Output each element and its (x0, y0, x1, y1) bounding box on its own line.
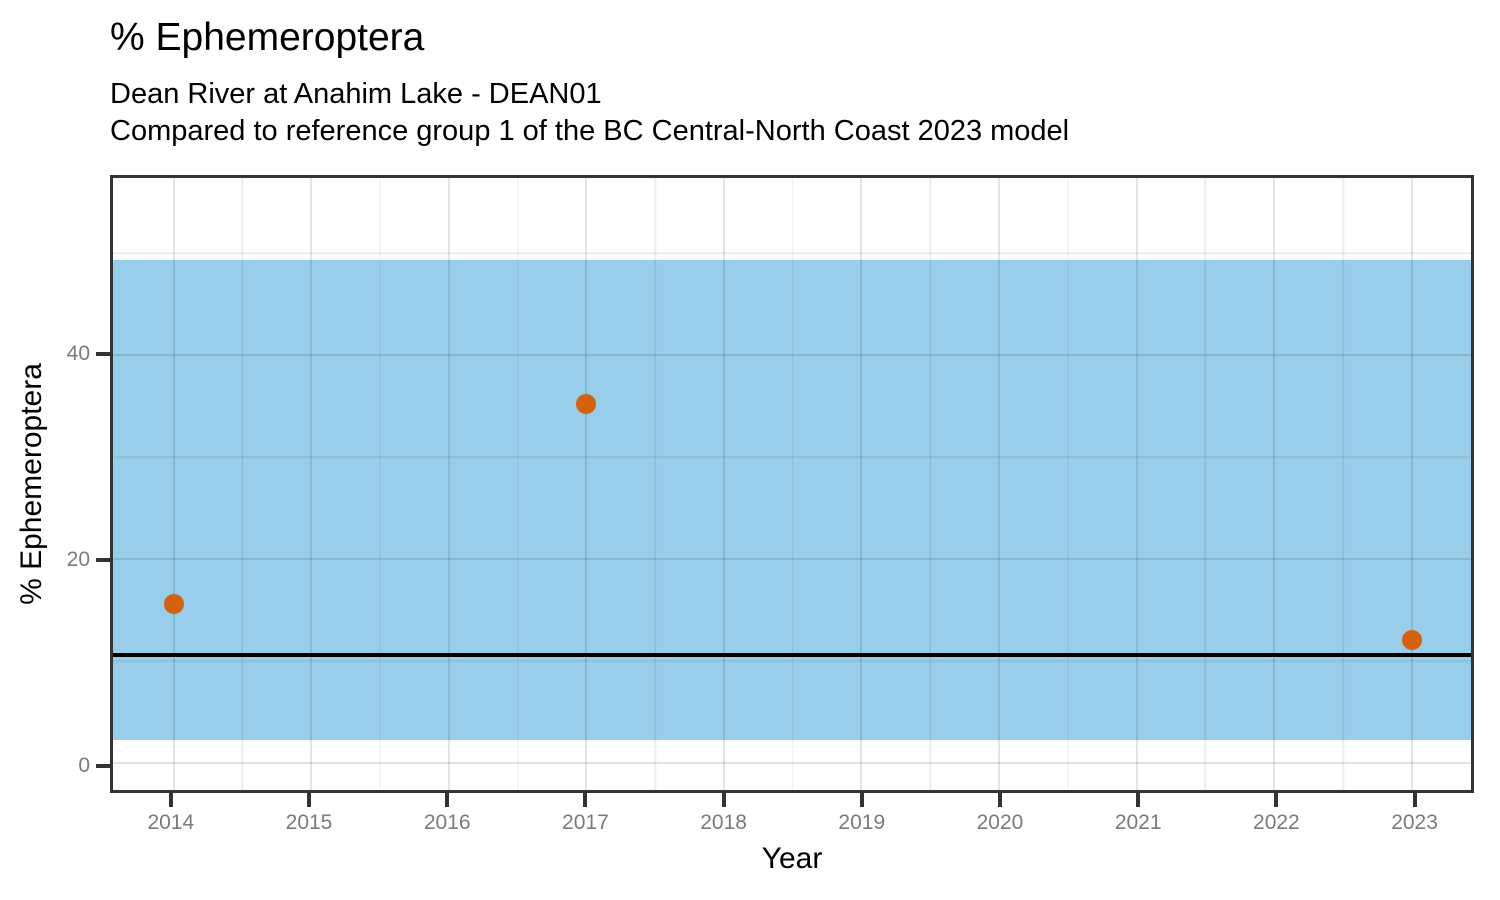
gridline-x-minor (654, 178, 656, 790)
x-axis-tick (859, 793, 864, 807)
gridline-x-major (1135, 178, 1138, 790)
x-tick-label: 2018 (700, 811, 747, 834)
gridline-x-minor (1342, 178, 1344, 790)
y-tick-label: 40 (66, 342, 90, 366)
x-tick-label: 2023 (1391, 811, 1438, 834)
gridline-x-minor (241, 178, 244, 790)
gridline-y-major (113, 558, 1471, 561)
x-axis-tick (721, 793, 726, 807)
gridline-y-minor (113, 252, 1471, 255)
plot-panel (110, 175, 1474, 793)
x-axis-tick-labels: 2014 2015 2016 2017 2018 2019 2020 2021 2022 2023 (110, 811, 1474, 839)
data-point (1401, 629, 1422, 650)
reference-band (113, 259, 1471, 740)
x-tick-label: 2019 (838, 811, 886, 834)
chart-subtitle-line-1: Dean River at Anahim Lake - DEAN01 (110, 78, 602, 110)
x-tick-label: 2021 (1114, 811, 1162, 834)
y-tick-label: 20 (66, 547, 90, 571)
x-axis-tick (307, 793, 311, 807)
x-axis-tick (1274, 793, 1279, 807)
gridline-x-minor (1067, 178, 1069, 790)
y-axis-tick (96, 763, 110, 768)
y-axis-tick-labels: 0 20 40 (0, 175, 90, 793)
gridline-x-minor (379, 178, 381, 790)
chart-subtitle: Dean River at Anahim Lake - DEAN01 Compa… (110, 76, 1069, 150)
x-tick-label: 2014 (147, 811, 195, 834)
x-tick-label: 2015 (285, 811, 333, 834)
x-axis-tick (997, 793, 1002, 807)
x-tick-label: 2016 (423, 811, 471, 834)
x-axis-tick (1412, 793, 1417, 807)
x-tick-label: 2020 (976, 811, 1024, 834)
x-axis-tick (445, 793, 450, 807)
gridline-x-major (447, 178, 450, 790)
gridline-x-major (998, 178, 1001, 790)
x-tick-label: 2017 (562, 811, 609, 834)
gridline-x-major (722, 178, 725, 790)
y-axis-tick (96, 557, 110, 562)
gridline-y-major (113, 761, 1471, 764)
gridline-y-minor (113, 660, 1471, 662)
x-tick-label: 2022 (1253, 811, 1300, 834)
gridline-x-minor (516, 178, 519, 790)
gridline-x-major (310, 178, 313, 790)
chart-title: % Ephemeroptera (110, 16, 425, 59)
gridline-x-major (1273, 178, 1276, 790)
gridline-y-minor (113, 456, 1471, 458)
x-axis-tick (583, 793, 588, 807)
gridline-x-major (860, 178, 863, 790)
x-axis-tick (1136, 793, 1141, 807)
x-axis-ticks (110, 793, 1474, 807)
y-tick-label: 0 (78, 753, 90, 777)
y-axis-ticks (96, 175, 110, 793)
chart-subtitle-line-2: Compared to reference group 1 of the BC … (110, 115, 1070, 147)
gridline-x-major (172, 178, 175, 790)
x-axis-title: Year (761, 842, 823, 875)
gridline-y-major (113, 354, 1471, 357)
gridline-x-major (585, 178, 588, 790)
gridline-x-minor (929, 178, 932, 790)
gridline-x-major (1410, 178, 1413, 790)
gridline-x-minor (791, 178, 794, 790)
x-axis-tick (168, 793, 173, 807)
gridline-x-minor (1204, 178, 1207, 790)
reference-line (113, 652, 1471, 657)
y-axis-tick (96, 352, 110, 357)
data-point (163, 594, 184, 614)
data-point (576, 394, 597, 415)
